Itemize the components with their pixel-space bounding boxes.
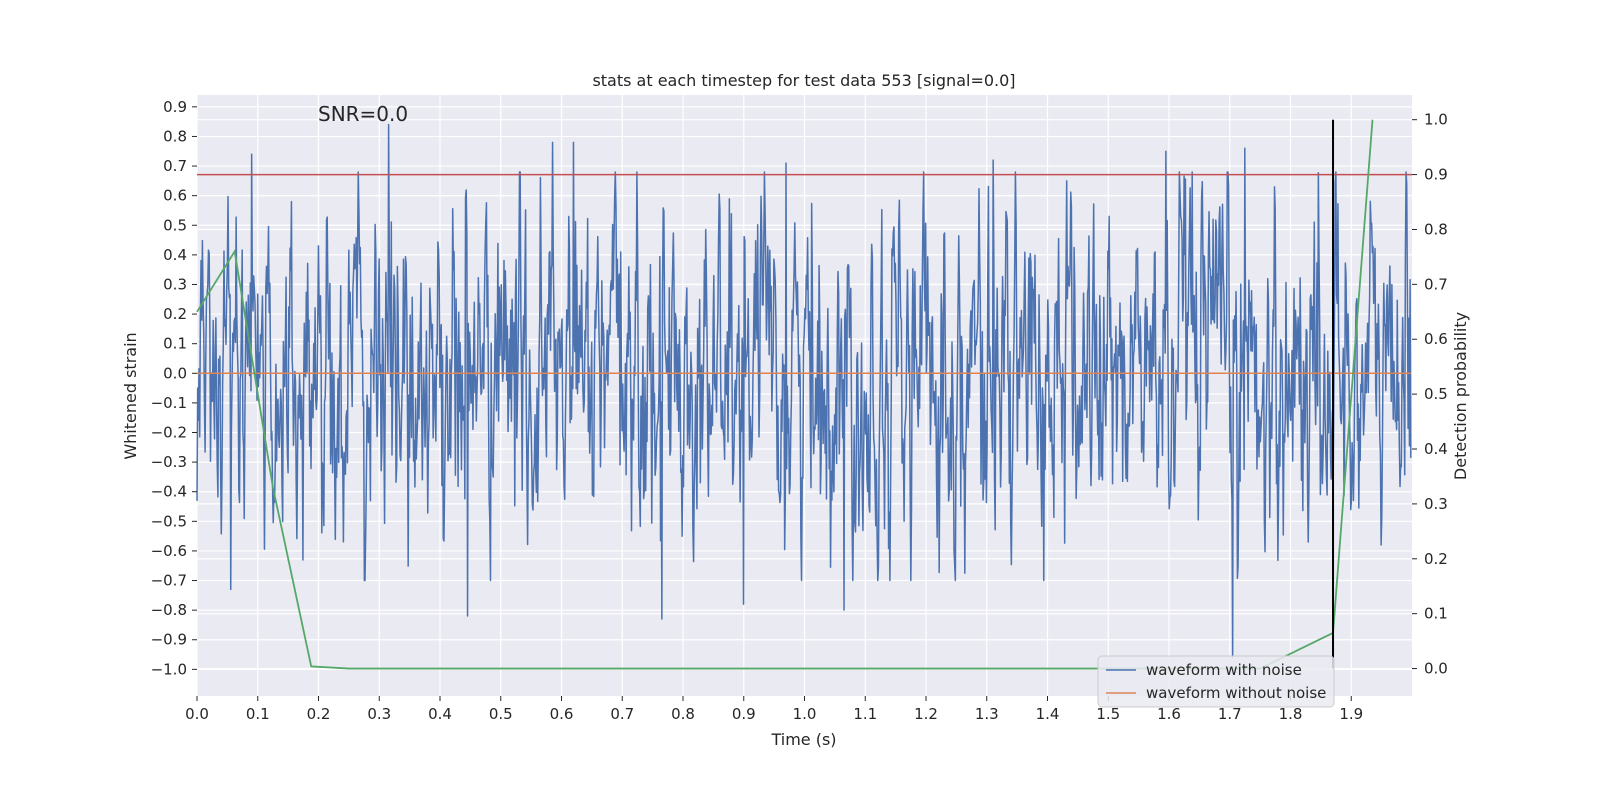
x-tick-label: 1.0 — [793, 705, 817, 723]
y2-tick-label: 0.0 — [1424, 660, 1448, 678]
y-tick-label: 0.0 — [163, 364, 187, 382]
y-tick-label: −0.9 — [151, 631, 187, 649]
y-tick-label: 0.6 — [163, 187, 187, 205]
x-tick-label: 1.5 — [1096, 705, 1120, 723]
y2-tick-label: 0.2 — [1424, 550, 1448, 568]
y-tick-label: −0.2 — [151, 424, 187, 442]
x-tick-label: 1.8 — [1279, 705, 1303, 723]
chart-title: stats at each timestep for test data 553… — [592, 71, 1015, 90]
y2-tick-label: 0.1 — [1424, 605, 1448, 623]
y-tick-label: −0.1 — [151, 394, 187, 412]
y2-axis-label: Detection probability — [1451, 312, 1470, 480]
legend-box — [1097, 655, 1335, 708]
x-axis-label: Time (s) — [770, 730, 836, 749]
x-tick-label: 0.1 — [246, 705, 270, 723]
y2-axis-ticks: 1.0 0.9 0.8 0.7 0.6 0.5 0.4 0.3 0.2 0.1 0.0 — [1412, 111, 1448, 678]
y2-tick-label: 0.4 — [1424, 440, 1448, 458]
x-tick-label: 1.9 — [1339, 705, 1363, 723]
y2-tick-label: 0.5 — [1424, 385, 1448, 403]
x-tick-label: 0.9 — [732, 705, 756, 723]
y-tick-label: 0.7 — [163, 157, 187, 175]
x-tick-label: 1.1 — [853, 705, 877, 723]
x-tick-label: 1.6 — [1157, 705, 1181, 723]
y-axis-ticks: 0.9 0.8 0.7 0.6 0.5 0.4 0.3 0.2 0.1 0.0 −0.1 −0.2 −0… — [151, 98, 197, 678]
y-axis-label: Whitened strain — [121, 332, 140, 459]
x-tick-label: 0.8 — [671, 705, 695, 723]
y2-tick-label: 0.6 — [1424, 330, 1448, 348]
y2-tick-label: 1.0 — [1424, 111, 1448, 129]
y-tick-label: 0.8 — [163, 127, 187, 145]
series-waveform-with-noise — [196, 123, 1412, 659]
legend: waveform with noise waveform without noi… — [1097, 655, 1335, 708]
x-tick-label: 1.7 — [1218, 705, 1242, 723]
legend-label-clean: waveform without noise — [1146, 684, 1326, 702]
x-tick-label: 0.0 — [185, 705, 209, 723]
x-tick-label: 0.3 — [367, 705, 391, 723]
y2-tick-label: 0.3 — [1424, 495, 1448, 513]
y-tick-label: −0.6 — [151, 542, 187, 560]
y-tick-label: 0.3 — [163, 275, 187, 293]
x-tick-label: 0.7 — [610, 705, 634, 723]
x-tick-label: 1.4 — [1036, 705, 1060, 723]
y-tick-label: −0.3 — [151, 453, 187, 471]
y-tick-label: −1.0 — [151, 660, 187, 678]
x-tick-label: 0.4 — [428, 705, 452, 723]
snr-annotation: SNR=0.0 — [318, 102, 408, 126]
y-tick-label: 0.5 — [163, 216, 187, 234]
series-layer — [196, 119, 1412, 670]
y2-tick-label: 0.7 — [1424, 275, 1448, 293]
x-tick-label: 0.2 — [307, 705, 331, 723]
y-tick-label: 0.1 — [163, 335, 187, 353]
y2-tick-label: 0.9 — [1424, 166, 1448, 184]
x-axis-ticks: 0.0 0.1 0.2 0.3 0.4 0.5 0.6 0.7 0.8 0.9 1.0 1.1 1.2 1… — [185, 696, 1363, 723]
x-tick-label: 1.3 — [975, 705, 999, 723]
y-tick-label: −0.4 — [151, 483, 187, 501]
x-tick-label: 1.2 — [914, 705, 938, 723]
y-tick-label: −0.8 — [151, 601, 187, 619]
x-tick-label: 0.6 — [550, 705, 574, 723]
y-tick-label: 0.4 — [163, 246, 187, 264]
y-tick-label: −0.5 — [151, 512, 187, 530]
y-tick-label: 0.9 — [163, 98, 187, 116]
legend-label-noise: waveform with noise — [1146, 661, 1302, 679]
y-tick-label: 0.2 — [163, 305, 187, 323]
y-tick-label: −0.7 — [151, 572, 187, 590]
x-tick-label: 0.5 — [489, 705, 513, 723]
y2-tick-label: 0.8 — [1424, 220, 1448, 238]
